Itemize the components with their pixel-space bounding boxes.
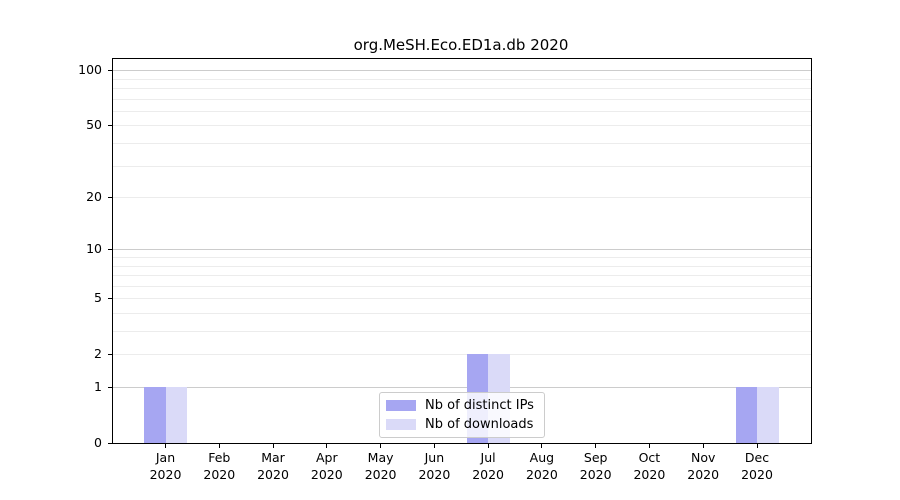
legend-label-downloads: Nb of downloads: [425, 417, 534, 432]
x-label-year: 2020: [203, 466, 236, 482]
x-axis-tick-label: Jun 2020: [402, 450, 466, 483]
x-label-year: 2020: [687, 466, 720, 482]
y-axis-tick: [108, 124, 113, 126]
gridline-minor: [113, 98, 811, 100]
x-label-month: Mar: [261, 450, 285, 465]
x-axis-tick: [380, 443, 382, 448]
x-label-year: 2020: [257, 466, 289, 482]
x-label-month: Aug: [529, 450, 555, 465]
x-axis-tick: [648, 443, 650, 448]
legend-label-distinct-ips: Nb of distinct IPs: [425, 398, 534, 413]
bar-downloads: [165, 387, 187, 443]
gridline-minor: [113, 331, 811, 332]
x-label-month: Jan: [155, 450, 176, 465]
x-label-year: 2020: [579, 466, 612, 482]
x-label-year: 2020: [364, 466, 397, 482]
gridline-minor: [113, 257, 811, 258]
x-label-month: Dec: [744, 450, 770, 465]
x-axis-tick-label: Dec 2020: [725, 450, 789, 483]
gridline-minor: [113, 197, 811, 199]
y-axis-tick: [108, 248, 113, 250]
gridline-minor: [113, 275, 811, 276]
x-axis-tick: [541, 443, 543, 448]
y-axis-tick: [108, 353, 113, 355]
x-label-month: Apr: [315, 450, 338, 465]
x-axis-tick-label: Jul 2020: [456, 450, 520, 483]
y-axis-tick: [108, 297, 113, 299]
x-axis-tick: [165, 443, 166, 448]
y-axis-tick-label: 100: [78, 62, 102, 78]
gridline-major: [113, 249, 811, 251]
y-axis-tick: [108, 386, 113, 388]
y-axis-tick-label: 50: [86, 117, 102, 133]
x-axis-tick: [433, 443, 435, 448]
x-axis-tick-label: May 2020: [349, 450, 413, 483]
x-label-year: 2020: [472, 466, 504, 482]
x-label-month: Sep: [583, 450, 608, 465]
x-axis-tick: [487, 443, 489, 448]
gridline-minor: [113, 354, 811, 356]
gridline-minor: [113, 165, 811, 167]
x-axis-tick-label: Apr 2020: [295, 450, 359, 483]
y-axis-tick: [108, 196, 113, 198]
gridline-minor: [113, 298, 811, 300]
y-axis-tick-label: 5: [94, 290, 102, 306]
x-axis-tick-label: Sep 2020: [564, 450, 628, 483]
gridline-major: [113, 70, 811, 72]
gridline-major: [113, 387, 811, 388]
x-axis-tick-label: Aug 2020: [510, 450, 574, 483]
legend-entry-downloads: Nb of downloads: [386, 417, 536, 432]
gridline-minor: [113, 143, 811, 144]
x-label-year: 2020: [310, 466, 343, 482]
y-axis-tick: [108, 442, 113, 444]
x-axis-tick-label: Mar 2020: [241, 450, 305, 483]
x-label-year: 2020: [418, 466, 451, 482]
gridline-minor: [113, 78, 811, 80]
x-label-year: 2020: [525, 466, 558, 482]
gridline-minor: [113, 285, 811, 287]
x-label-month: Feb: [208, 450, 231, 465]
gridline-minor: [113, 313, 811, 314]
legend-swatch-distinct-ips: [386, 400, 416, 411]
y-axis-tick-label: 0: [94, 435, 102, 450]
bar-distinct-ips: [144, 387, 166, 443]
legend: Nb of distinct IPs Nb of downloads: [379, 392, 545, 438]
x-axis-tick: [326, 443, 328, 448]
x-label-year: 2020: [741, 466, 773, 482]
gridline-minor: [113, 125, 811, 127]
x-label-month: Jul: [480, 450, 496, 465]
x-label-month: Jun: [424, 450, 445, 465]
x-label-year: 2020: [633, 466, 666, 482]
x-axis-tick: [756, 443, 758, 448]
x-label-month: May: [367, 450, 394, 465]
y-axis-tick-label: 1: [94, 379, 102, 394]
gridline-minor: [113, 110, 811, 112]
y-axis-tick: [108, 69, 113, 71]
x-axis-tick: [218, 443, 220, 448]
bar-downloads: [757, 387, 779, 443]
legend-swatch-downloads: [386, 419, 416, 430]
y-axis-tick-label: 20: [86, 189, 102, 205]
y-axis-tick-label: 10: [86, 241, 102, 257]
x-label-month: Oct: [638, 450, 661, 465]
plot-area: 0 1 2 5 10 20 50 100 Jan 2020 Feb 2020 Mar 2020 Apr 202…: [78, 58, 812, 482]
x-axis-tick: [272, 443, 274, 448]
x-axis-tick: [702, 443, 704, 448]
x-label-year: 2020: [149, 466, 182, 482]
bar-distinct-ips: [735, 387, 757, 443]
x-axis-tick-label: Jan 2020: [134, 450, 198, 483]
chart-title: org.MeSH.Eco.ED1a.db 2020: [353, 36, 569, 54]
x-axis-tick-label: Feb 2020: [187, 450, 251, 483]
x-label-month: Nov: [690, 450, 716, 465]
gridline-minor: [113, 265, 811, 267]
y-axis-tick-label: 2: [94, 346, 102, 362]
x-axis-tick-label: Oct 2020: [617, 450, 681, 483]
x-axis-tick: [595, 443, 597, 448]
legend-entry-distinct-ips: Nb of distinct IPs: [386, 398, 536, 413]
x-axis-tick-label: Nov 2020: [671, 450, 735, 483]
gridline-minor: [113, 88, 811, 89]
